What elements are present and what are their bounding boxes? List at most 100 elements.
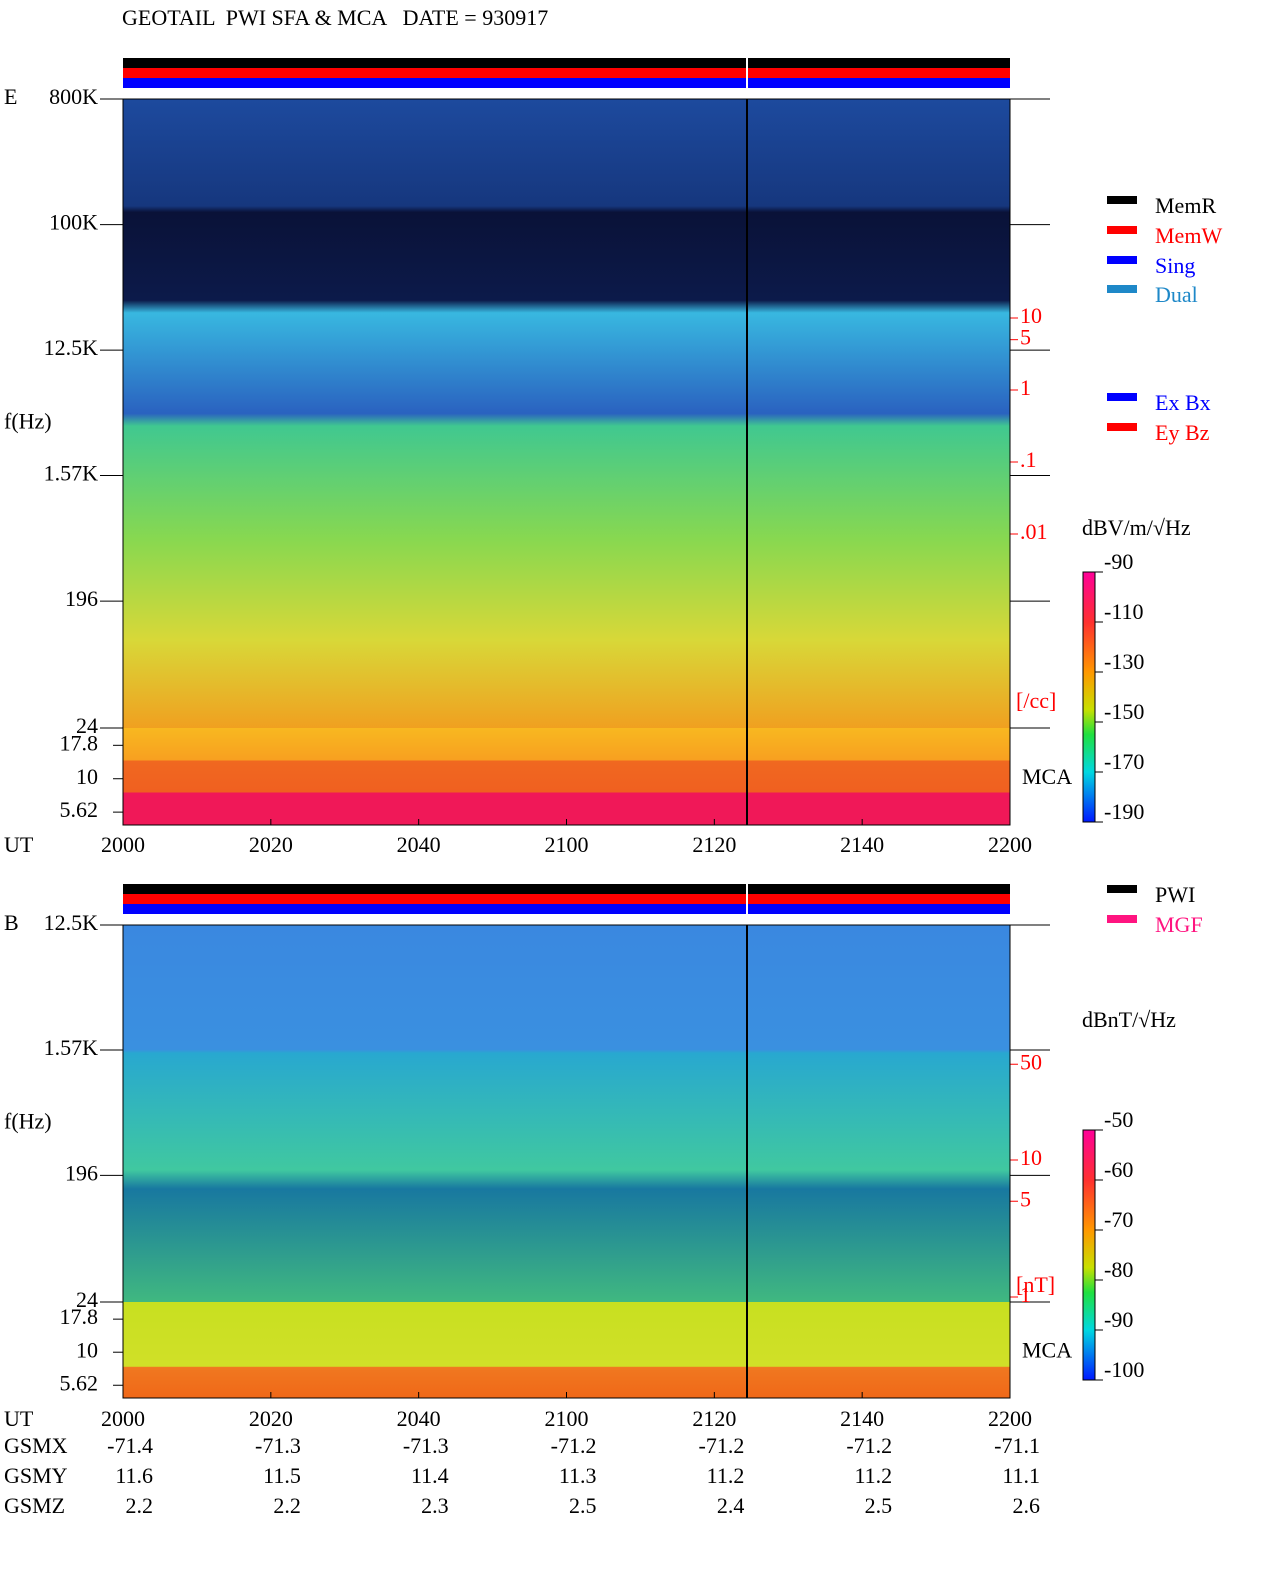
x-tick-label: 2140 bbox=[840, 832, 884, 857]
y2-tick-label: 10 bbox=[1020, 1145, 1042, 1170]
colorbar-tick-label: -70 bbox=[1104, 1207, 1133, 1232]
x-tick-label: 2120 bbox=[692, 832, 736, 857]
spectrogram bbox=[123, 925, 1010, 1302]
legend-swatch bbox=[1107, 285, 1137, 293]
colorbar-tick-label: -150 bbox=[1104, 699, 1144, 724]
legend-swatch bbox=[1107, 256, 1137, 264]
legend-label: Ey Bz bbox=[1155, 420, 1210, 445]
status-bar bbox=[123, 78, 1010, 88]
y-axis-label: f(Hz) bbox=[4, 409, 52, 434]
mca-tick-label: 17.8 bbox=[60, 730, 99, 755]
y2-tick-label: .1 bbox=[1020, 447, 1037, 472]
mca-tick-label: 17.8 bbox=[60, 1304, 99, 1329]
orbit-value: 11.3 bbox=[559, 1463, 597, 1488]
spectrogram bbox=[123, 99, 1010, 728]
y-tick-label: 100K bbox=[49, 210, 98, 235]
legend-swatch bbox=[1107, 915, 1137, 923]
y-tick-label: 800K bbox=[49, 84, 98, 109]
colorbar-tick-label: -130 bbox=[1104, 649, 1144, 674]
x-tick-label: 2020 bbox=[249, 832, 293, 857]
y-tick-label: 196 bbox=[65, 1160, 98, 1185]
y-tick-label: 24 bbox=[76, 1287, 98, 1312]
colorbar bbox=[1082, 1129, 1096, 1381]
x-tick-label: 2040 bbox=[397, 832, 441, 857]
colorbar-tick-label: -110 bbox=[1104, 599, 1144, 624]
y2-tick-label: 10 bbox=[1020, 303, 1042, 328]
y-tick-label: 1.57K bbox=[44, 461, 99, 486]
y-tick-label: 12.5K bbox=[44, 335, 99, 360]
y2-unit: [nT] bbox=[1016, 1272, 1055, 1297]
orbit-value: 11.5 bbox=[263, 1463, 301, 1488]
orbit-value: -71.2 bbox=[551, 1433, 597, 1458]
legend-swatch bbox=[1107, 226, 1137, 234]
colorbar-tick-label: -60 bbox=[1104, 1157, 1133, 1182]
orbit-value: 2.3 bbox=[421, 1493, 449, 1518]
x-tick-label: 2120 bbox=[692, 1406, 736, 1431]
orbit-value: -71.3 bbox=[255, 1433, 301, 1458]
x-tick-label: 2200 bbox=[988, 1406, 1032, 1431]
colorbar-tick-label: -90 bbox=[1104, 1307, 1133, 1332]
y-tick-label: 12.5K bbox=[44, 910, 99, 935]
colorbar-tick-label: -90 bbox=[1104, 549, 1133, 574]
mca-tick-label: 5.62 bbox=[60, 797, 99, 822]
y2-tick-label: 1 bbox=[1020, 375, 1031, 400]
x-axis-label: UT bbox=[4, 1406, 34, 1431]
legend-label: PWI bbox=[1155, 882, 1195, 907]
page-title: GEOTAIL PWI SFA & MCA DATE = 930917 bbox=[122, 5, 548, 30]
status-bar bbox=[123, 58, 1010, 68]
colorbar-label: dBnT/√Hz bbox=[1082, 1007, 1176, 1032]
mca-label: MCA bbox=[1022, 1337, 1072, 1362]
orbit-value: 2.5 bbox=[865, 1493, 893, 1518]
legend-label: Sing bbox=[1155, 253, 1195, 278]
legend-label: MemR bbox=[1155, 193, 1216, 218]
legend-label: Dual bbox=[1155, 282, 1198, 307]
mca-tick-label: 5.62 bbox=[60, 1370, 99, 1395]
orbit-value: 11.4 bbox=[411, 1463, 449, 1488]
y-axis-label: f(Hz) bbox=[4, 1109, 52, 1134]
legend-swatch bbox=[1107, 423, 1137, 431]
colorbar bbox=[1082, 571, 1096, 823]
status-bar bbox=[123, 904, 1010, 914]
y-tick-label: 196 bbox=[65, 586, 98, 611]
y-tick-label: 1.57K bbox=[44, 1035, 99, 1060]
orbit-value: 11.2 bbox=[854, 1463, 892, 1488]
legend-swatch bbox=[1107, 196, 1137, 204]
y2-tick-label: 50 bbox=[1020, 1049, 1042, 1074]
x-tick-label: 2200 bbox=[988, 832, 1032, 857]
orbit-value: 11.2 bbox=[707, 1463, 745, 1488]
y2-tick-label: 5 bbox=[1020, 325, 1031, 350]
y2-tick-label: .01 bbox=[1020, 519, 1048, 544]
orbit-row-label: GSMY bbox=[4, 1463, 68, 1488]
x-axis-label: UT bbox=[4, 832, 34, 857]
legend-swatch bbox=[1107, 885, 1137, 893]
orbit-value: -71.4 bbox=[107, 1433, 153, 1458]
panel-label: B bbox=[4, 910, 19, 935]
orbit-row-label: GSMZ bbox=[4, 1493, 65, 1518]
colorbar-tick-label: -190 bbox=[1104, 799, 1144, 824]
legend-label: MGF bbox=[1155, 912, 1203, 937]
orbit-value: 2.2 bbox=[273, 1493, 301, 1518]
colorbar-tick-label: -170 bbox=[1104, 749, 1144, 774]
orbit-value: 2.6 bbox=[1013, 1493, 1041, 1518]
orbit-value: -71.1 bbox=[994, 1433, 1040, 1458]
colorbar-label: dBV/m/√Hz bbox=[1082, 515, 1191, 540]
orbit-value: 2.4 bbox=[717, 1493, 745, 1518]
y2-tick-label: 5 bbox=[1020, 1186, 1031, 1211]
orbit-value: -71.2 bbox=[699, 1433, 745, 1458]
orbit-value: -71.2 bbox=[846, 1433, 892, 1458]
status-bar bbox=[123, 894, 1010, 904]
x-tick-label: 2100 bbox=[545, 832, 589, 857]
orbit-value: 2.2 bbox=[126, 1493, 154, 1518]
orbit-value: -71.3 bbox=[403, 1433, 449, 1458]
x-tick-label: 2020 bbox=[249, 1406, 293, 1431]
x-tick-label: 2040 bbox=[397, 1406, 441, 1431]
mca-spectrum bbox=[123, 728, 1010, 825]
y2-tick-label: 1 bbox=[1020, 1282, 1031, 1307]
x-tick-label: 2140 bbox=[840, 1406, 884, 1431]
orbit-row-label: GSMX bbox=[4, 1433, 68, 1458]
colorbar-tick-label: -50 bbox=[1104, 1107, 1133, 1132]
orbit-value: 2.5 bbox=[569, 1493, 597, 1518]
mca-spectrum bbox=[123, 1302, 1010, 1398]
y-tick-label: 24 bbox=[76, 713, 98, 738]
